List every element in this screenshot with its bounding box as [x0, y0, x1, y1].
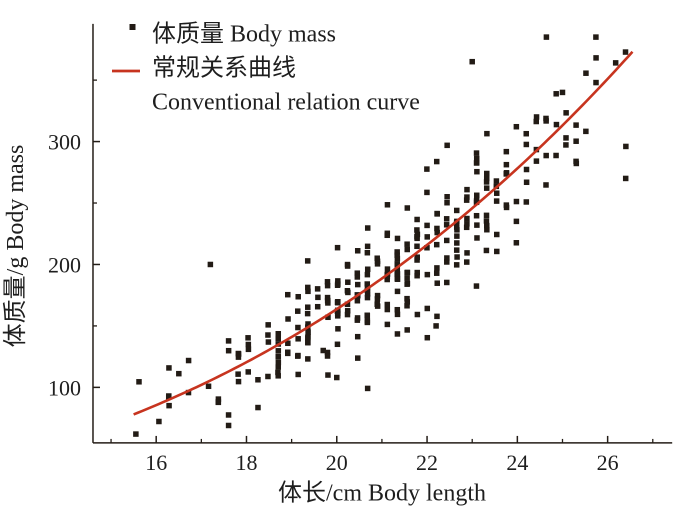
svg-text:体质量/g Body mass: 体质量/g Body mass: [2, 145, 29, 348]
svg-text:16: 16: [145, 450, 167, 475]
svg-text:体长/cm Body length: 体长/cm Body length: [278, 480, 486, 507]
svg-text:200: 200: [48, 252, 81, 277]
svg-text:22: 22: [416, 450, 438, 475]
svg-text:24: 24: [506, 450, 528, 475]
svg-text:Conventional relation curve: Conventional relation curve: [152, 89, 420, 115]
svg-text:300: 300: [48, 130, 81, 155]
svg-text:26: 26: [597, 450, 619, 475]
svg-text:18: 18: [235, 450, 257, 475]
svg-text:100: 100: [48, 375, 81, 400]
svg-text:20: 20: [326, 450, 348, 475]
svg-text:常规关系曲线: 常规关系曲线: [152, 54, 296, 81]
svg-text:体质量 Body mass: 体质量 Body mass: [152, 20, 336, 47]
